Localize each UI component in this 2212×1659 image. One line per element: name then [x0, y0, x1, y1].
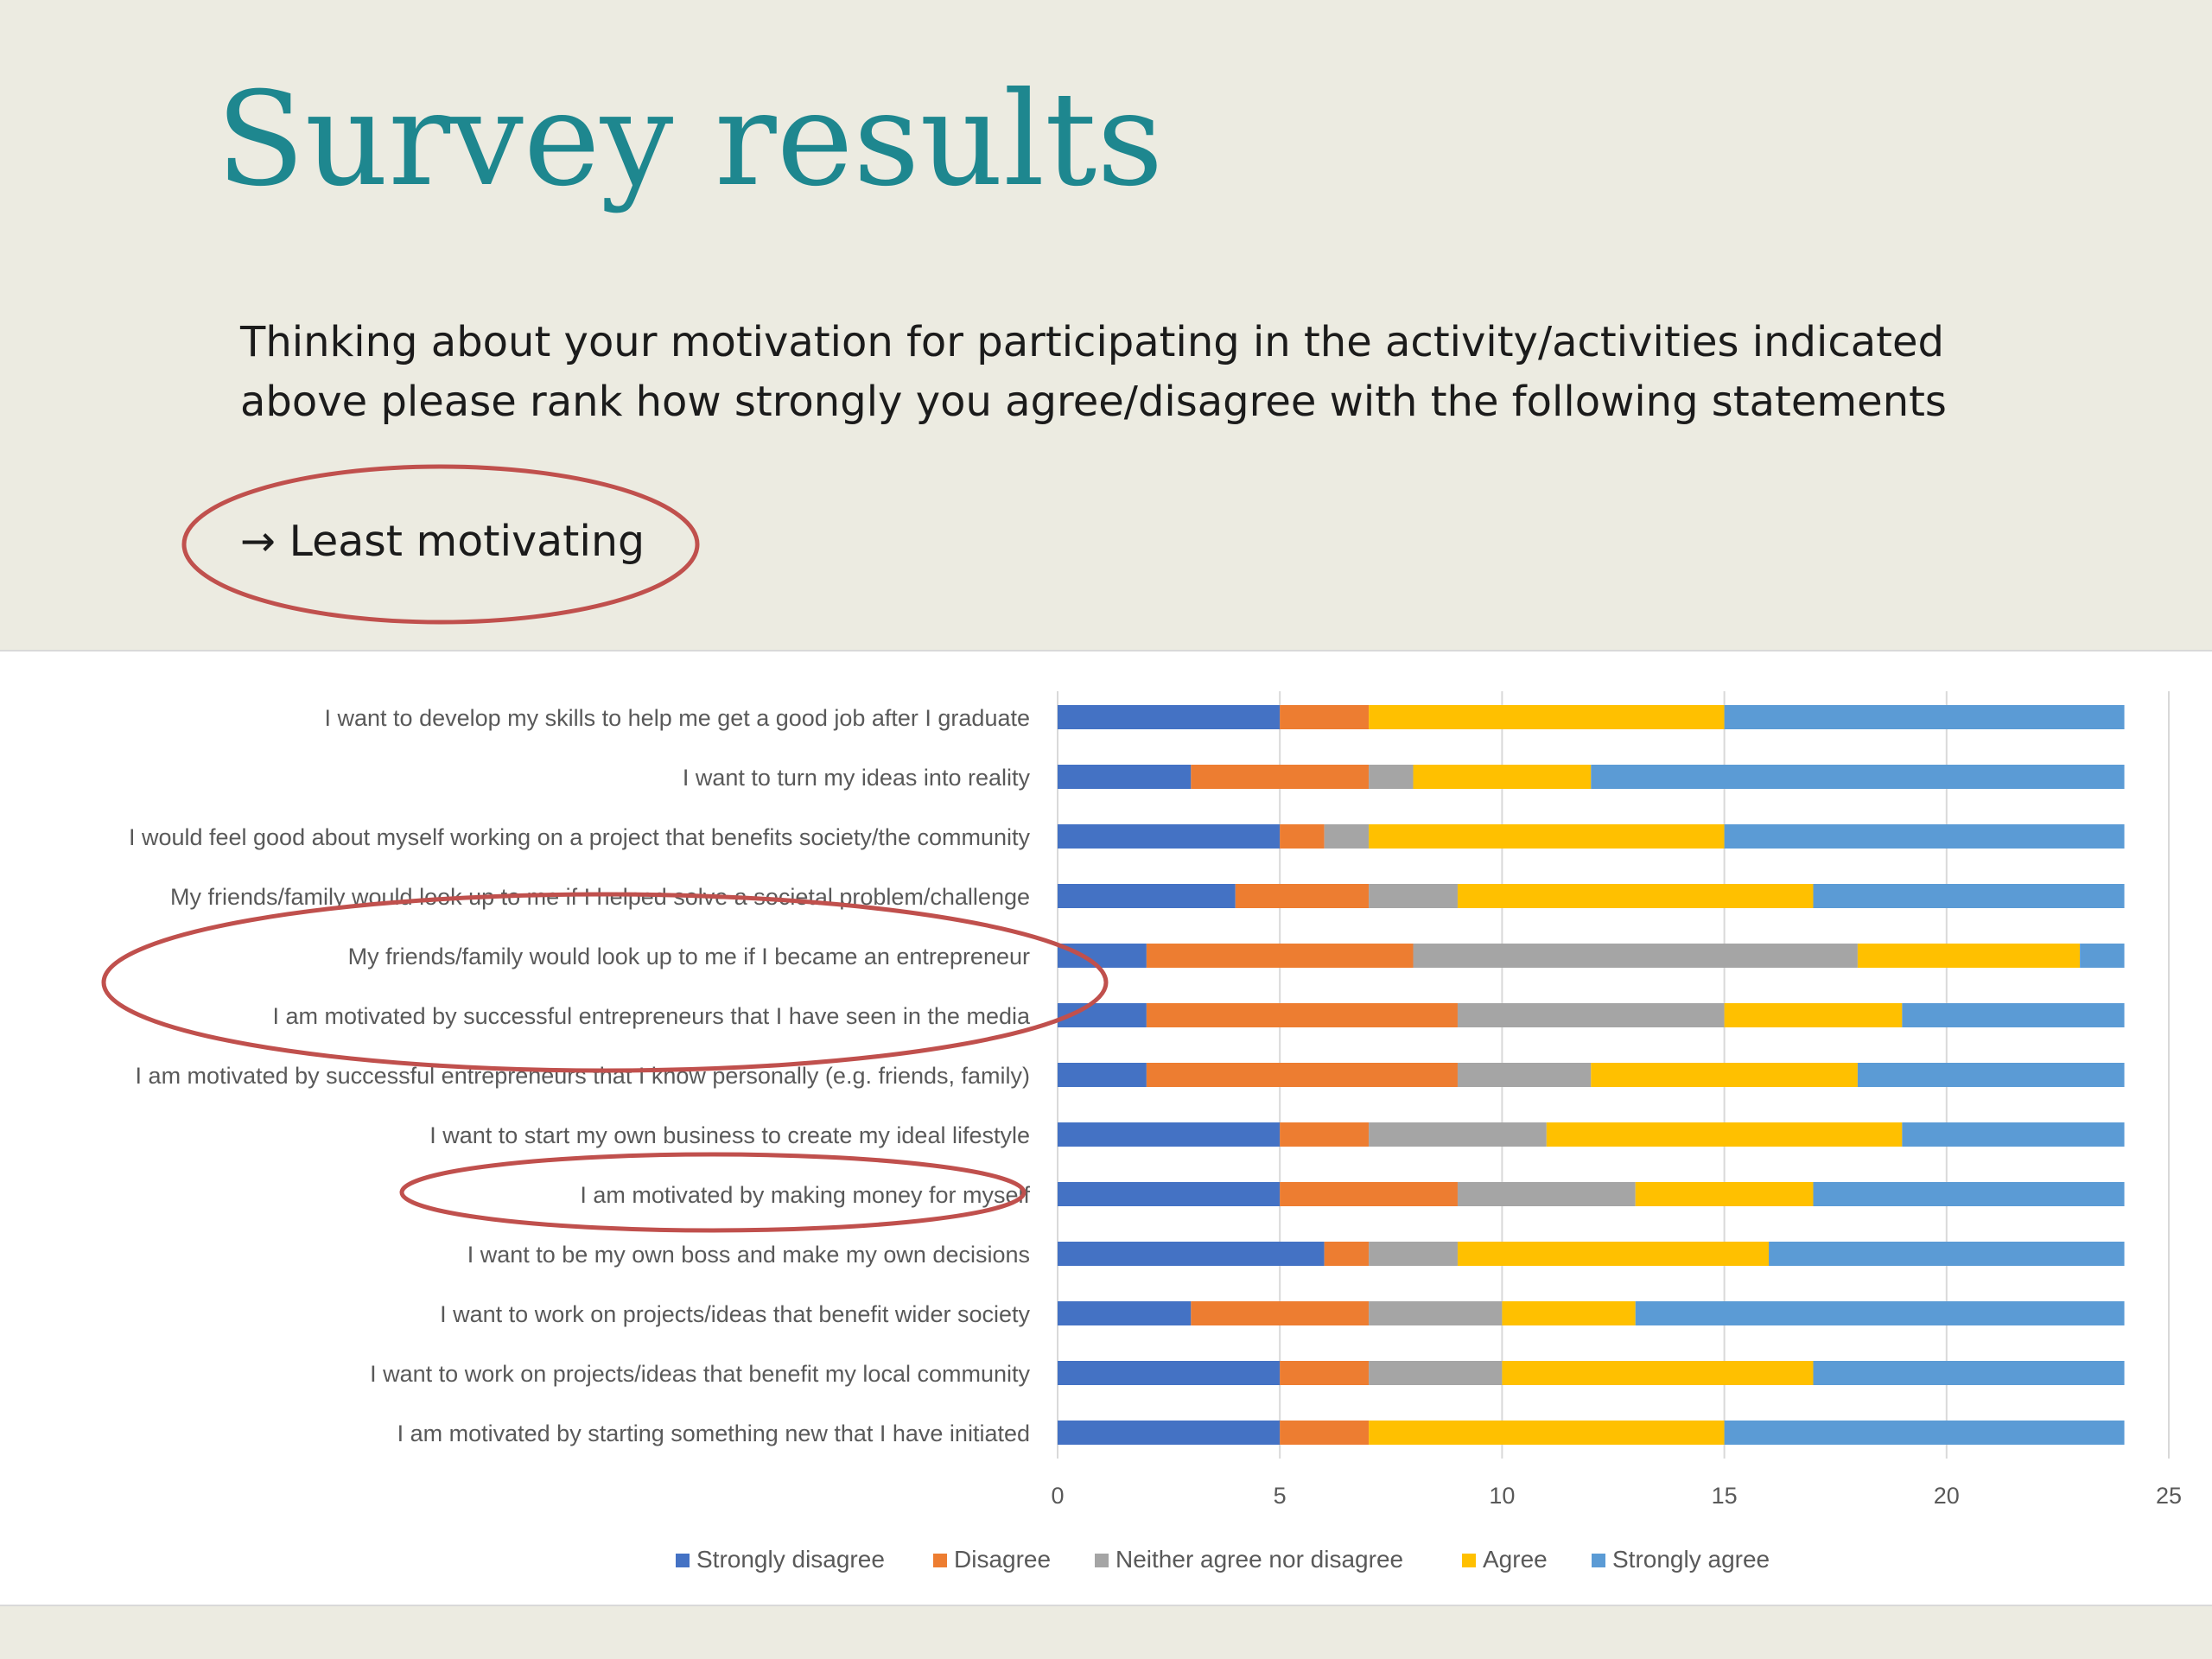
bar-segment [1280, 824, 1325, 849]
bar-segment [1280, 1361, 1370, 1385]
bar-segment [1058, 1122, 1281, 1147]
bar-segment [1369, 884, 1458, 908]
category-label: My friends/family would look up to me if… [170, 884, 1030, 910]
legend-label: Agree [1483, 1546, 1548, 1573]
category-label: I want to work on projects/ideas that be… [370, 1361, 1030, 1387]
chart-panel: I want to develop my skills to help me g… [0, 650, 2212, 1606]
category-label: I am motivated by starting something new… [397, 1421, 1030, 1446]
x-tick-label: 15 [1712, 1483, 1738, 1509]
bar-segment [2080, 944, 2125, 968]
bar-segment [1058, 884, 1236, 908]
legend-swatch [933, 1554, 947, 1567]
x-tick-label: 5 [1274, 1483, 1287, 1509]
bar-segment [1857, 1063, 2125, 1087]
bar-segment [1502, 1361, 1814, 1385]
bar-segment [1058, 944, 1147, 968]
bar-segment [1813, 1182, 2125, 1206]
bar-segment [1058, 765, 1192, 789]
bar-segment [1902, 1122, 2125, 1147]
bar-segment [1058, 824, 1281, 849]
bar-segment [1457, 884, 1814, 908]
bar-segment [1058, 705, 1281, 729]
bar-segment [1813, 884, 2125, 908]
category-label: I would feel good about myself working o… [129, 824, 1031, 850]
category-label: I want to turn my ideas into reality [683, 765, 1031, 791]
bar-segment [1591, 1063, 1858, 1087]
bar-segment [1457, 1182, 1636, 1206]
bar-segment [1546, 1122, 1903, 1147]
bar-segment [1724, 705, 2125, 729]
bar-segment [1058, 1003, 1147, 1027]
bar-segment [1857, 944, 2081, 968]
slide-title: Survey results [216, 65, 1164, 215]
bar-segment [1902, 1003, 2125, 1027]
bar-segment [1146, 944, 1414, 968]
bar-segment [1724, 824, 2125, 849]
category-label: I am motivated by successful entrepreneu… [136, 1063, 1030, 1089]
bar-segment [1280, 1421, 1370, 1445]
bar-segment [1369, 1301, 1503, 1325]
bar-segment [1058, 1182, 1281, 1206]
bar-segment [1769, 1242, 2125, 1266]
bar-segment [1591, 765, 2125, 789]
bar-segment [1324, 824, 1370, 849]
survey-question: Thinking about your motivation for parti… [240, 313, 2141, 432]
bar-segment [1369, 705, 1725, 729]
bar-segment [1457, 1063, 1592, 1087]
bar-segment [1813, 1361, 2125, 1385]
legend-swatch [676, 1554, 690, 1567]
category-label: My friends/family would look up to me if… [348, 944, 1030, 969]
legend-label: Strongly disagree [696, 1546, 885, 1573]
category-label: I am motivated by making money for mysel… [580, 1182, 1030, 1208]
legend-swatch [1462, 1554, 1476, 1567]
bar-segment [1369, 824, 1725, 849]
bar-segment [1369, 1122, 1547, 1147]
legend-label: Neither agree nor disagree [1116, 1546, 1403, 1573]
bar-segment [1369, 1361, 1503, 1385]
bar-segment [1724, 1421, 2125, 1445]
bar-segment [1502, 1301, 1636, 1325]
legend-swatch [1095, 1554, 1109, 1567]
bar-segment [1369, 1242, 1458, 1266]
x-tick-label: 20 [1934, 1483, 1960, 1509]
bar-segment [1369, 765, 1414, 789]
bar-segment [1724, 1003, 1903, 1027]
bar-segment [1635, 1301, 2125, 1325]
bar-segment [1280, 705, 1370, 729]
bar-segment [1191, 765, 1370, 789]
bar-segment [1413, 765, 1592, 789]
bar-segment [1058, 1242, 1325, 1266]
bar-segment [1280, 1122, 1370, 1147]
legend-swatch [1592, 1554, 1605, 1567]
category-label: I want to start my own business to creat… [429, 1122, 1030, 1148]
category-label: I want to be my own boss and make my own… [467, 1242, 1030, 1268]
bar-segment [1280, 1182, 1458, 1206]
stacked-bar-chart: I want to develop my skills to help me g… [129, 691, 2182, 1573]
bar-segment [1457, 1242, 1770, 1266]
legend-label: Disagree [954, 1546, 1051, 1573]
category-label: I am motivated by successful entrepreneu… [273, 1003, 1031, 1029]
bar-segment [1369, 1421, 1725, 1445]
category-label: I want to develop my skills to help me g… [325, 705, 1030, 731]
x-tick-label: 10 [1489, 1483, 1515, 1509]
bar-segment [1191, 1301, 1370, 1325]
bar-segment [1457, 1003, 1725, 1027]
least-motivating-label: → Least motivating [240, 517, 645, 566]
bar-segment [1413, 944, 1858, 968]
bar-segment [1635, 1182, 1814, 1206]
bar-segment [1235, 884, 1370, 908]
legend-label: Strongly agree [1612, 1546, 1770, 1573]
bar-segment [1058, 1421, 1281, 1445]
bar-segment [1058, 1063, 1147, 1087]
survey-question-line-1: Thinking about your motivation for parti… [240, 318, 1944, 366]
survey-question-line-2: above please rank how strongly you agree… [240, 378, 1947, 426]
bar-segment [1324, 1242, 1370, 1266]
bar-segment [1146, 1003, 1458, 1027]
x-tick-label: 0 [1051, 1483, 1064, 1509]
x-tick-label: 25 [2156, 1483, 2182, 1509]
bar-segment [1146, 1063, 1458, 1087]
category-label: I want to work on projects/ideas that be… [440, 1301, 1030, 1327]
bar-segment [1058, 1361, 1281, 1385]
bar-segment [1058, 1301, 1192, 1325]
